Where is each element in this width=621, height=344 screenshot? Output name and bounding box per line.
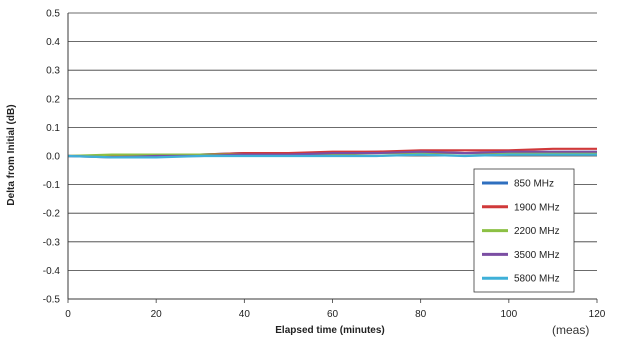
y-tick-label: -0.3 — [43, 237, 61, 248]
y-axis-title: Delta from Initial (dB) — [6, 104, 17, 205]
legend-label: 850 MHz — [514, 179, 554, 190]
y-tick-label: -0.5 — [43, 295, 61, 306]
series-line-2200-mhz — [67, 152, 597, 158]
y-tick-labels: 0.5 0.4 0.3 0.2 0.1 0.0 -0.1 -0.2 -0.3 -0.4 -0.5 — [43, 9, 61, 306]
y-tick-label: 0.5 — [46, 9, 60, 20]
series-lines — [67, 147, 597, 159]
axes — [67, 13, 598, 303]
x-tick-label: 60 — [327, 309, 339, 320]
x-tick-label: 0 — [65, 309, 71, 320]
y-tick-label: -0.1 — [43, 180, 61, 191]
legend: 850 MHz 1900 MHz 2200 MHz 3500 MHz 5800 MHz — [473, 168, 575, 293]
x-tick-label: 120 — [589, 309, 606, 320]
y-tick-label: 0.1 — [46, 123, 60, 134]
y-tick-label: 0.2 — [46, 94, 60, 105]
legend-label: 3500 MHz — [514, 250, 560, 261]
legend-label: 1900 MHz — [514, 202, 560, 213]
x-tick-label: 100 — [500, 309, 517, 320]
series-line-3500-mhz — [67, 150, 597, 159]
y-tick-label: 0.3 — [46, 66, 60, 77]
legend-label: 5800 MHz — [514, 274, 560, 285]
series-line-5800-mhz — [67, 153, 597, 159]
x-tick-label: 40 — [239, 309, 251, 320]
y-tick-label: -0.4 — [43, 266, 61, 277]
y-tick-label: -0.2 — [43, 209, 61, 220]
measurement-note: (meas) — [552, 323, 590, 337]
x-tick-label: 80 — [415, 309, 427, 320]
y-tick-label: 0.4 — [46, 37, 60, 48]
x-axis-title: Elapsed time (minutes) — [275, 325, 384, 336]
x-tick-labels: 0 20 40 60 80 100 120 — [65, 309, 606, 320]
y-tick-label: 0.0 — [46, 152, 60, 163]
x-tick-label: 20 — [151, 309, 163, 320]
legend-label: 2200 MHz — [514, 226, 560, 237]
